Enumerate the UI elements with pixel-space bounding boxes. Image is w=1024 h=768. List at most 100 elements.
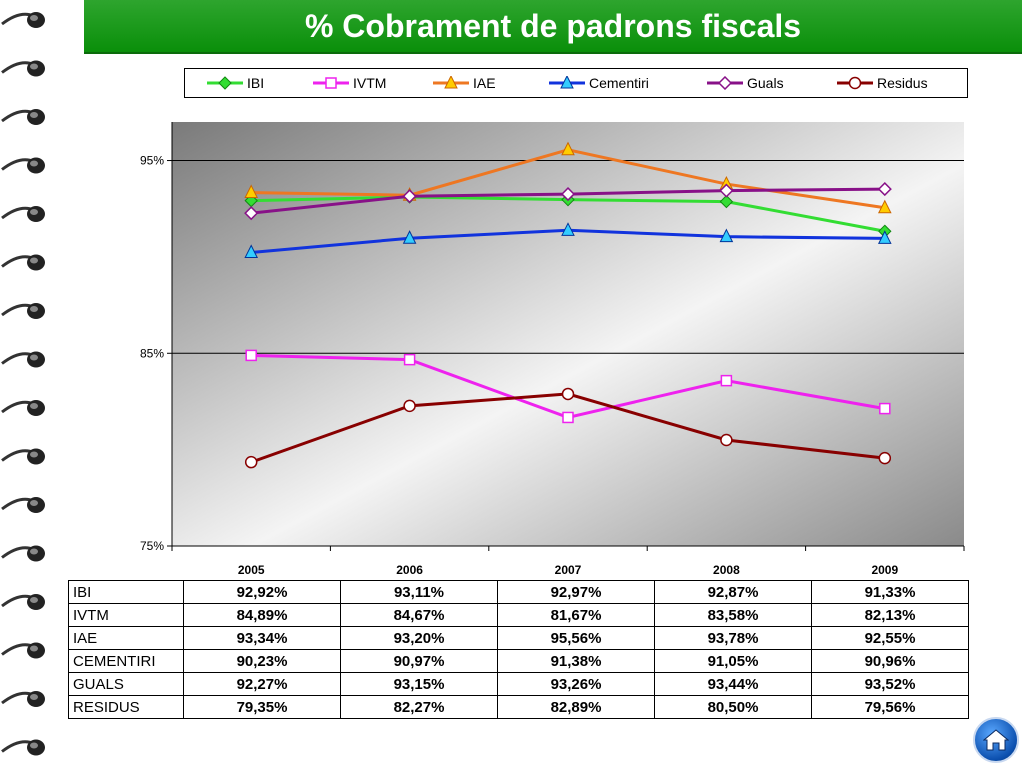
data-point-guals: [877, 182, 892, 197]
table-row: RESIDUS 79,35% 82,27% 82,89% 80,50% 79,56%: [68, 695, 969, 719]
spiral-ring: [1, 351, 45, 368]
data-point-ivtm: [403, 353, 416, 366]
table-cell: 80,50%: [654, 695, 812, 719]
x-tick-label: 2006: [396, 563, 423, 577]
data-table: IBI 92,92% 93,11% 92,97% 92,87% 91,33% IVTM 84,…: [68, 580, 969, 719]
table-cell: 93,15%: [340, 672, 498, 696]
y-tick-label: 85%: [140, 346, 164, 360]
spiral-ring: [1, 448, 45, 465]
table-row: IVTM 84,89% 84,67% 81,67% 83,58% 82,13%: [68, 603, 969, 627]
y-tick-label: 95%: [140, 154, 164, 168]
legend-marker: [444, 76, 458, 89]
table-cell: 93,44%: [654, 672, 812, 696]
spiral-ring: [1, 739, 45, 756]
spiral-ring: [1, 157, 45, 174]
data-point-guals: [402, 189, 417, 204]
spiral-ring: [1, 206, 45, 222]
spiral-ring: [1, 497, 45, 513]
table-cell: 93,52%: [811, 672, 969, 696]
table-cell: 81,67%: [497, 603, 655, 627]
legend-label: IBI: [247, 75, 265, 91]
y-tick-label: 75%: [140, 539, 164, 553]
home-button[interactable]: [973, 717, 1019, 763]
legend-label: IAE: [473, 75, 496, 91]
legend-swatch: [837, 76, 873, 90]
table-cell: 93,78%: [654, 626, 812, 650]
row-label: GUALS: [68, 672, 184, 696]
legend-item-residus: Residus: [837, 75, 947, 91]
chart-legend: IBI IVTM IAE Cementiri Guals Residus: [184, 68, 968, 98]
series-guals: [244, 182, 892, 221]
data-point-cementiri: [244, 244, 259, 258]
data-point-ivtm: [562, 411, 574, 424]
data-point-residus: [720, 433, 733, 447]
legend-label: Residus: [877, 75, 928, 91]
table-cell: 90,97%: [340, 649, 498, 673]
legend-marker: [218, 76, 232, 90]
series-cementiri: [244, 222, 892, 258]
spiral-ring: [1, 109, 45, 125]
data-point-residus: [878, 451, 892, 465]
spiral-ring: [1, 254, 45, 271]
home-icon: [983, 729, 1009, 751]
table-cell: 91,38%: [497, 649, 655, 673]
data-point-iae: [561, 141, 575, 156]
page-title: % Cobrament de padrons fiscals: [84, 0, 1022, 54]
table-row: IAE 93,34% 93,20% 95,56% 93,78% 92,55%: [68, 626, 969, 650]
legend-swatch: [549, 76, 585, 89]
row-label: IVTM: [68, 603, 184, 627]
x-tick-label: 2005: [238, 563, 265, 577]
data-point-guals: [719, 183, 734, 198]
row-label: IAE: [68, 626, 184, 650]
table-cell: 84,89%: [183, 603, 341, 627]
table-cell: 92,87%: [654, 580, 812, 604]
legend-label: Cementiri: [589, 75, 649, 91]
data-point-cementiri: [719, 228, 734, 243]
data-point-residus: [561, 387, 575, 401]
spiral-ring: [1, 303, 45, 319]
table-row: IBI 92,92% 93,11% 92,97% 92,87% 91,33%: [68, 580, 969, 604]
row-label: RESIDUS: [68, 695, 184, 719]
table-cell: 82,13%: [811, 603, 969, 627]
data-point-cementiri: [561, 222, 575, 236]
legend-swatch: [707, 76, 743, 90]
data-point-ivtm: [245, 349, 257, 362]
data-point-ivtm: [720, 374, 733, 387]
table-cell: 92,55%: [811, 626, 969, 650]
legend-item-cementiri: Cementiri: [549, 75, 707, 91]
legend-marker: [325, 77, 337, 89]
spiral-ring: [1, 545, 45, 562]
data-point-guals: [560, 187, 576, 202]
table-cell: 93,34%: [183, 626, 341, 650]
table-row: CEMENTIRI 90,23% 90,97% 91,38% 91,05% 90,96%: [68, 649, 969, 673]
table-cell: 82,89%: [497, 695, 655, 719]
x-tick-label: 2007: [555, 563, 582, 577]
table-cell: 90,96%: [811, 649, 969, 673]
row-label: CEMENTIRI: [68, 649, 184, 673]
table-cell: 91,05%: [654, 649, 812, 673]
legend-label: IVTM: [353, 75, 387, 91]
notebook-spiral: [1, 12, 45, 756]
spiral-ring: [1, 691, 45, 707]
legend-item-ibi: IBI: [207, 75, 313, 91]
data-point-ibi: [719, 194, 734, 209]
table-cell: 92,92%: [183, 580, 341, 604]
data-point-residus: [244, 455, 258, 469]
x-tick-label: 2008: [713, 563, 740, 577]
legend-marker: [848, 76, 862, 90]
table-row: GUALS 92,27% 93,15% 93,26% 93,44% 93,52%: [68, 672, 969, 696]
spiral-ring: [1, 400, 45, 416]
legend-swatch: [433, 76, 469, 89]
legend-label: Guals: [747, 75, 784, 91]
data-point-iae: [877, 199, 892, 214]
row-label: IBI: [68, 580, 184, 604]
table-cell: 91,33%: [811, 580, 969, 604]
data-point-guals: [244, 206, 259, 221]
table-cell: 79,56%: [811, 695, 969, 719]
spiral-ring: [1, 642, 45, 659]
table-cell: 82,27%: [340, 695, 498, 719]
series-ivtm: [245, 349, 891, 424]
series-residus: [244, 387, 892, 469]
data-point-cementiri: [877, 230, 892, 244]
legend-marker: [717, 76, 733, 90]
